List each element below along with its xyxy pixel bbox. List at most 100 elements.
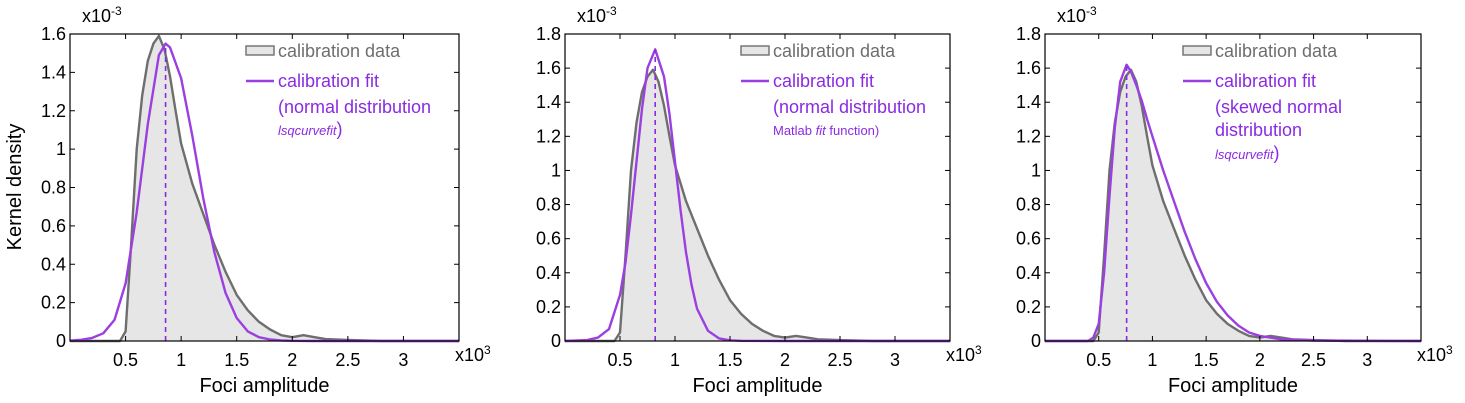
y-tick-label: 0.2: [536, 297, 561, 317]
y-tick-label: 1.4: [536, 92, 561, 112]
legend-fit-method-prefix: Matlab: [773, 123, 816, 138]
x-exponent-label: x103: [1417, 343, 1453, 365]
calibration-fit-line: [1045, 63, 1422, 343]
y-tick-label: 1.4: [1016, 92, 1041, 112]
y-tick-label: 0.6: [41, 216, 66, 236]
axes-box: [1044, 33, 1422, 342]
y-tick-label: 1.2: [1016, 126, 1041, 146]
x-tick-label: 1.5: [1194, 350, 1219, 370]
y-tick-label: 1: [1031, 160, 1041, 180]
calibration-data-area: [565, 69, 950, 342]
x-tick-label: 2.5: [827, 350, 852, 370]
y-tick-label: 1.8: [1016, 24, 1041, 44]
calibration-fit-line: [564, 48, 950, 343]
x-exponent-base: x10: [1417, 345, 1446, 365]
x-exponent-label: x103: [946, 343, 982, 365]
legend-fit-desc: (skewed normal: [1215, 97, 1342, 117]
y-tick-label: 0.2: [1016, 297, 1041, 317]
legend-fit-method-name: lsqcurvefit: [278, 123, 338, 138]
x-tick-label: 0.5: [607, 350, 632, 370]
y-tick-label: 1.6: [41, 24, 66, 44]
legend-fit-desc-2: distribution: [1215, 120, 1302, 140]
y-exponent-power: -3: [606, 4, 617, 18]
legend-fit-method-name: lsqcurvefit: [1215, 147, 1275, 162]
y-tick-label: 1.2: [536, 126, 561, 146]
legend-fit-method: lsqcurvefit): [278, 119, 343, 139]
y-exponent-label: x10-3: [577, 4, 617, 26]
y-exponent-power: -3: [1086, 4, 1097, 18]
x-exponent-power: 3: [1446, 343, 1453, 357]
x-axis-label: Foci amplitude: [692, 375, 822, 397]
calibration-data-area: [1045, 69, 1421, 342]
y-tick-label: 1.6: [1016, 58, 1041, 78]
y-tick-label: 0: [551, 331, 561, 351]
legend-fit-method-close: ): [337, 119, 343, 139]
x-tick-label: 0.5: [113, 350, 138, 370]
x-axis-label: Foci amplitude: [1168, 375, 1298, 397]
legend-fit-method-suffix: function): [826, 123, 879, 138]
y-tick-label: 0.6: [536, 229, 561, 249]
x-exponent-power: 3: [484, 343, 491, 357]
y-tick-label: 1: [551, 160, 561, 180]
x-tick-label: 1: [176, 350, 186, 370]
legend-fit-method-close: ): [1274, 143, 1280, 163]
legend-data-swatch: [245, 45, 275, 56]
legend-fit-method: lsqcurvefit): [1215, 143, 1280, 163]
y-tick-label: 0: [56, 331, 66, 351]
legend-fit-label: calibration fit: [773, 71, 874, 91]
x-exponent-label: x103: [455, 343, 491, 365]
y-axis-label: Kernel density: [4, 124, 26, 251]
chart-panel-c: 00.20.40.60.811.21.41.61.80.5 1 1.5 2 2.5 3x1…: [1016, 4, 1453, 397]
x-axis-label: Foci amplitude: [199, 375, 329, 397]
x-exponent-base: x10: [455, 345, 484, 365]
legend-fit-method: Matlab fit function): [773, 123, 879, 138]
y-exponent-base: x10: [577, 6, 606, 26]
calibration-data-line: [565, 68, 950, 343]
legend-data-label: calibration data: [773, 41, 896, 61]
legend-data-label: calibration data: [278, 41, 401, 61]
x-tick-label: 3: [1362, 350, 1372, 370]
y-exponent-label: x10-3: [82, 4, 122, 26]
y-tick-label: 0.4: [1016, 263, 1041, 283]
y-tick-label: 0.8: [1016, 195, 1041, 215]
legend-fit-method-name: fit: [816, 123, 828, 138]
legend-fit-desc: (normal distribution: [773, 97, 926, 117]
x-tick-label: 2.5: [1301, 350, 1326, 370]
x-tick-label: 2: [287, 350, 297, 370]
x-tick-label: 1.5: [717, 350, 742, 370]
chart-panel-a: 00.20.40.60.811.21.41.60.5 1 1.5 2 2.5 3x10-3…: [41, 4, 491, 397]
y-tick-label: 0: [1031, 331, 1041, 351]
legend-fit-desc: (normal distribution: [278, 97, 431, 117]
x-tick-label: 0.5: [1086, 350, 1111, 370]
y-exponent-base: x10: [82, 6, 111, 26]
x-tick-label: 2: [780, 350, 790, 370]
y-tick-label: 0.4: [536, 263, 561, 283]
legend-data-swatch: [740, 45, 770, 56]
calibration-data-line: [70, 34, 459, 343]
y-tick-label: 0.8: [536, 195, 561, 215]
y-tick-label: 0.8: [41, 178, 66, 198]
y-tick-label: 0.2: [41, 293, 66, 313]
legend-data-swatch: [1182, 45, 1212, 56]
x-tick-label: 1: [1147, 350, 1157, 370]
calibration-data-area: [70, 35, 459, 342]
y-exponent-base: x10: [1057, 6, 1086, 26]
y-exponent-power: -3: [111, 4, 122, 18]
axes-box: [564, 33, 951, 342]
y-tick-label: 1: [56, 139, 66, 159]
y-tick-label: 1.8: [536, 24, 561, 44]
y-tick-label: 0.4: [41, 254, 66, 274]
y-tick-label: 1.6: [536, 58, 561, 78]
y-exponent-label: x10-3: [1057, 4, 1097, 26]
x-tick-label: 3: [398, 350, 408, 370]
x-tick-label: 2.5: [335, 350, 360, 370]
x-tick-label: 1.5: [224, 350, 249, 370]
x-tick-label: 2: [1255, 350, 1265, 370]
x-tick-label: 1: [670, 350, 680, 370]
x-tick-label: 3: [890, 350, 900, 370]
legend-fit-label: calibration fit: [1215, 71, 1316, 91]
y-tick-label: 1.2: [41, 101, 66, 121]
x-exponent-power: 3: [975, 343, 982, 357]
x-exponent-base: x10: [946, 345, 975, 365]
